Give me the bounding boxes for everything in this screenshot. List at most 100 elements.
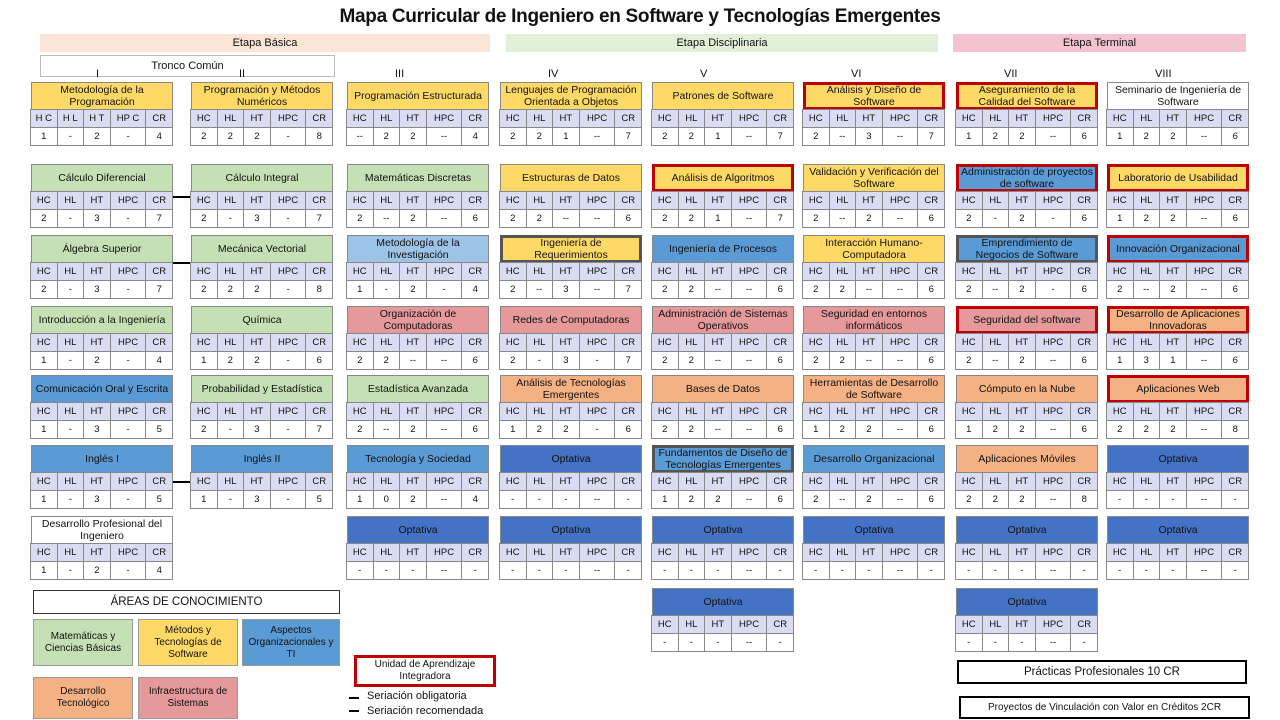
semester-label: VII: [1004, 68, 1018, 80]
course-card: Probabilidad y Estadística HC HL HT HPC CR 2-3…: [190, 375, 333, 439]
value-cell: 2: [677, 127, 706, 146]
course-name: Matemáticas Discretas: [347, 164, 489, 192]
value-cell: --: [730, 209, 768, 228]
header-cell: CR: [1221, 262, 1249, 281]
header-cell: HC: [346, 543, 374, 562]
value-cell: -: [269, 280, 307, 299]
header-cell: HL: [216, 333, 245, 352]
hours-header: HC HL HT HPC CR: [499, 109, 642, 128]
value-cell: --: [578, 561, 616, 580]
value-cell: -: [981, 633, 1010, 652]
header-cell: HPC: [109, 472, 147, 491]
value-cell: --: [1185, 420, 1223, 439]
course-card: Programación y Métodos Numéricos HC HL HT HP…: [190, 82, 333, 146]
header-cell: HC: [1106, 472, 1134, 491]
header-cell: CR: [305, 109, 333, 128]
value-cell: -: [1132, 490, 1161, 509]
header-cell: HC: [346, 402, 374, 421]
header-cell: HL: [677, 543, 706, 562]
value-cell: -: [1132, 561, 1161, 580]
value-cell: -: [56, 490, 85, 509]
hours-header: HC HL HT HPC CR: [30, 191, 173, 210]
value-cell: 2: [346, 209, 374, 228]
value-cell: 2: [525, 209, 554, 228]
hours-values: 2-3-7: [30, 280, 173, 299]
hours-header: HC HL HT HPC CR: [802, 543, 945, 562]
value-cell: --: [881, 351, 919, 370]
header-cell: HT: [855, 472, 883, 491]
course-name: Optativa: [652, 516, 794, 544]
value-cell: 6: [917, 420, 945, 439]
hours-values: 1 0 2 -- 4: [346, 490, 489, 509]
hours-values: 1 2 2 -- 6: [955, 127, 1098, 146]
header-cell: HT: [552, 472, 580, 491]
hours-header: HC HL HT HPC CR: [1106, 472, 1249, 491]
header-cell: HPC: [730, 191, 768, 210]
header-cell: HT: [704, 262, 732, 281]
header-cell: CR: [1070, 333, 1098, 352]
header-cell: CR: [766, 402, 794, 421]
header-cell: CR: [461, 333, 489, 352]
header-cell: HPC: [425, 543, 463, 562]
value-cell: -: [56, 209, 85, 228]
value-cell: -: [1159, 561, 1187, 580]
hours-header: HC HL HT HPC CR: [955, 543, 1098, 562]
header-cell: HT: [1008, 262, 1036, 281]
value-cell: 8: [305, 280, 333, 299]
value-cell: 2: [552, 420, 580, 439]
header-cell: HPC: [578, 472, 616, 491]
header-cell: CR: [1221, 191, 1249, 210]
value-cell: --: [578, 209, 616, 228]
header-cell: CR: [145, 109, 173, 128]
header-cell: HC: [30, 191, 58, 210]
header-cell: HL: [372, 262, 401, 281]
course-name: Metodología de la Programación: [31, 82, 173, 110]
course-card: Administración de Sistemas Operativos HC H…: [651, 306, 794, 370]
header-cell: HL: [216, 109, 245, 128]
hours-header: HC HL HT HPC CR: [955, 333, 1098, 352]
value-cell: -: [109, 280, 147, 299]
header-cell: HL: [828, 472, 857, 491]
header-cell: CR: [461, 402, 489, 421]
value-cell: 6: [461, 420, 489, 439]
course-card: Matemáticas Discretas HC HL HT HPC CR 2 -- 2 -- 6: [346, 164, 489, 228]
value-cell: 6: [1221, 351, 1249, 370]
header-cell: CR: [766, 615, 794, 634]
header-cell: HT: [1008, 472, 1036, 491]
value-cell: -: [955, 561, 983, 580]
hours-values: 1 2 2 -- 6: [1106, 127, 1249, 146]
course-name: Inglés II: [191, 445, 333, 473]
value-cell: -: [766, 633, 794, 652]
value-cell: 1: [802, 420, 830, 439]
course-card: Estructuras de Datos HC HL HT HPC CR 2 2 -- -- 6: [499, 164, 642, 228]
value-cell: 2: [499, 209, 527, 228]
course-card: Ingeniería de Requerimientos HC HL HT HPC CR 2…: [499, 235, 642, 299]
header-cell: HL: [372, 333, 401, 352]
course-name: Seminario de Ingeniería de Software: [1107, 82, 1249, 110]
header-cell: HC: [1106, 109, 1134, 128]
value-cell: -: [855, 561, 883, 580]
hours-header: HC HL HT HPC CR: [30, 402, 173, 421]
hours-values: - - - -- -: [499, 561, 642, 580]
header-cell: HPC: [425, 333, 463, 352]
value-cell: 1: [499, 420, 527, 439]
value-cell: --: [552, 209, 580, 228]
header-cell: HT: [1159, 262, 1187, 281]
header-cell: HT: [704, 333, 732, 352]
value-cell: 6: [614, 420, 642, 439]
header-cell: HT: [399, 191, 427, 210]
header-cell: HT: [552, 262, 580, 281]
course-card: Redes de Computadoras HC HL HT HPC CR 2-3-7: [499, 306, 642, 370]
value-cell: --: [372, 209, 401, 228]
hours-header: HC HL HT HPC CR: [1106, 262, 1249, 281]
value-cell: --: [346, 127, 374, 146]
header-cell: HC: [190, 191, 218, 210]
header-cell: HT: [1008, 402, 1036, 421]
value-cell: 2: [1159, 127, 1187, 146]
header-cell: HC: [651, 109, 679, 128]
header-cell: HC: [190, 472, 218, 491]
hours-header: HC HL HT HPC CR: [190, 262, 333, 281]
value-cell: 2: [346, 351, 374, 370]
hours-header: HC HL HT HPC CR: [802, 191, 945, 210]
